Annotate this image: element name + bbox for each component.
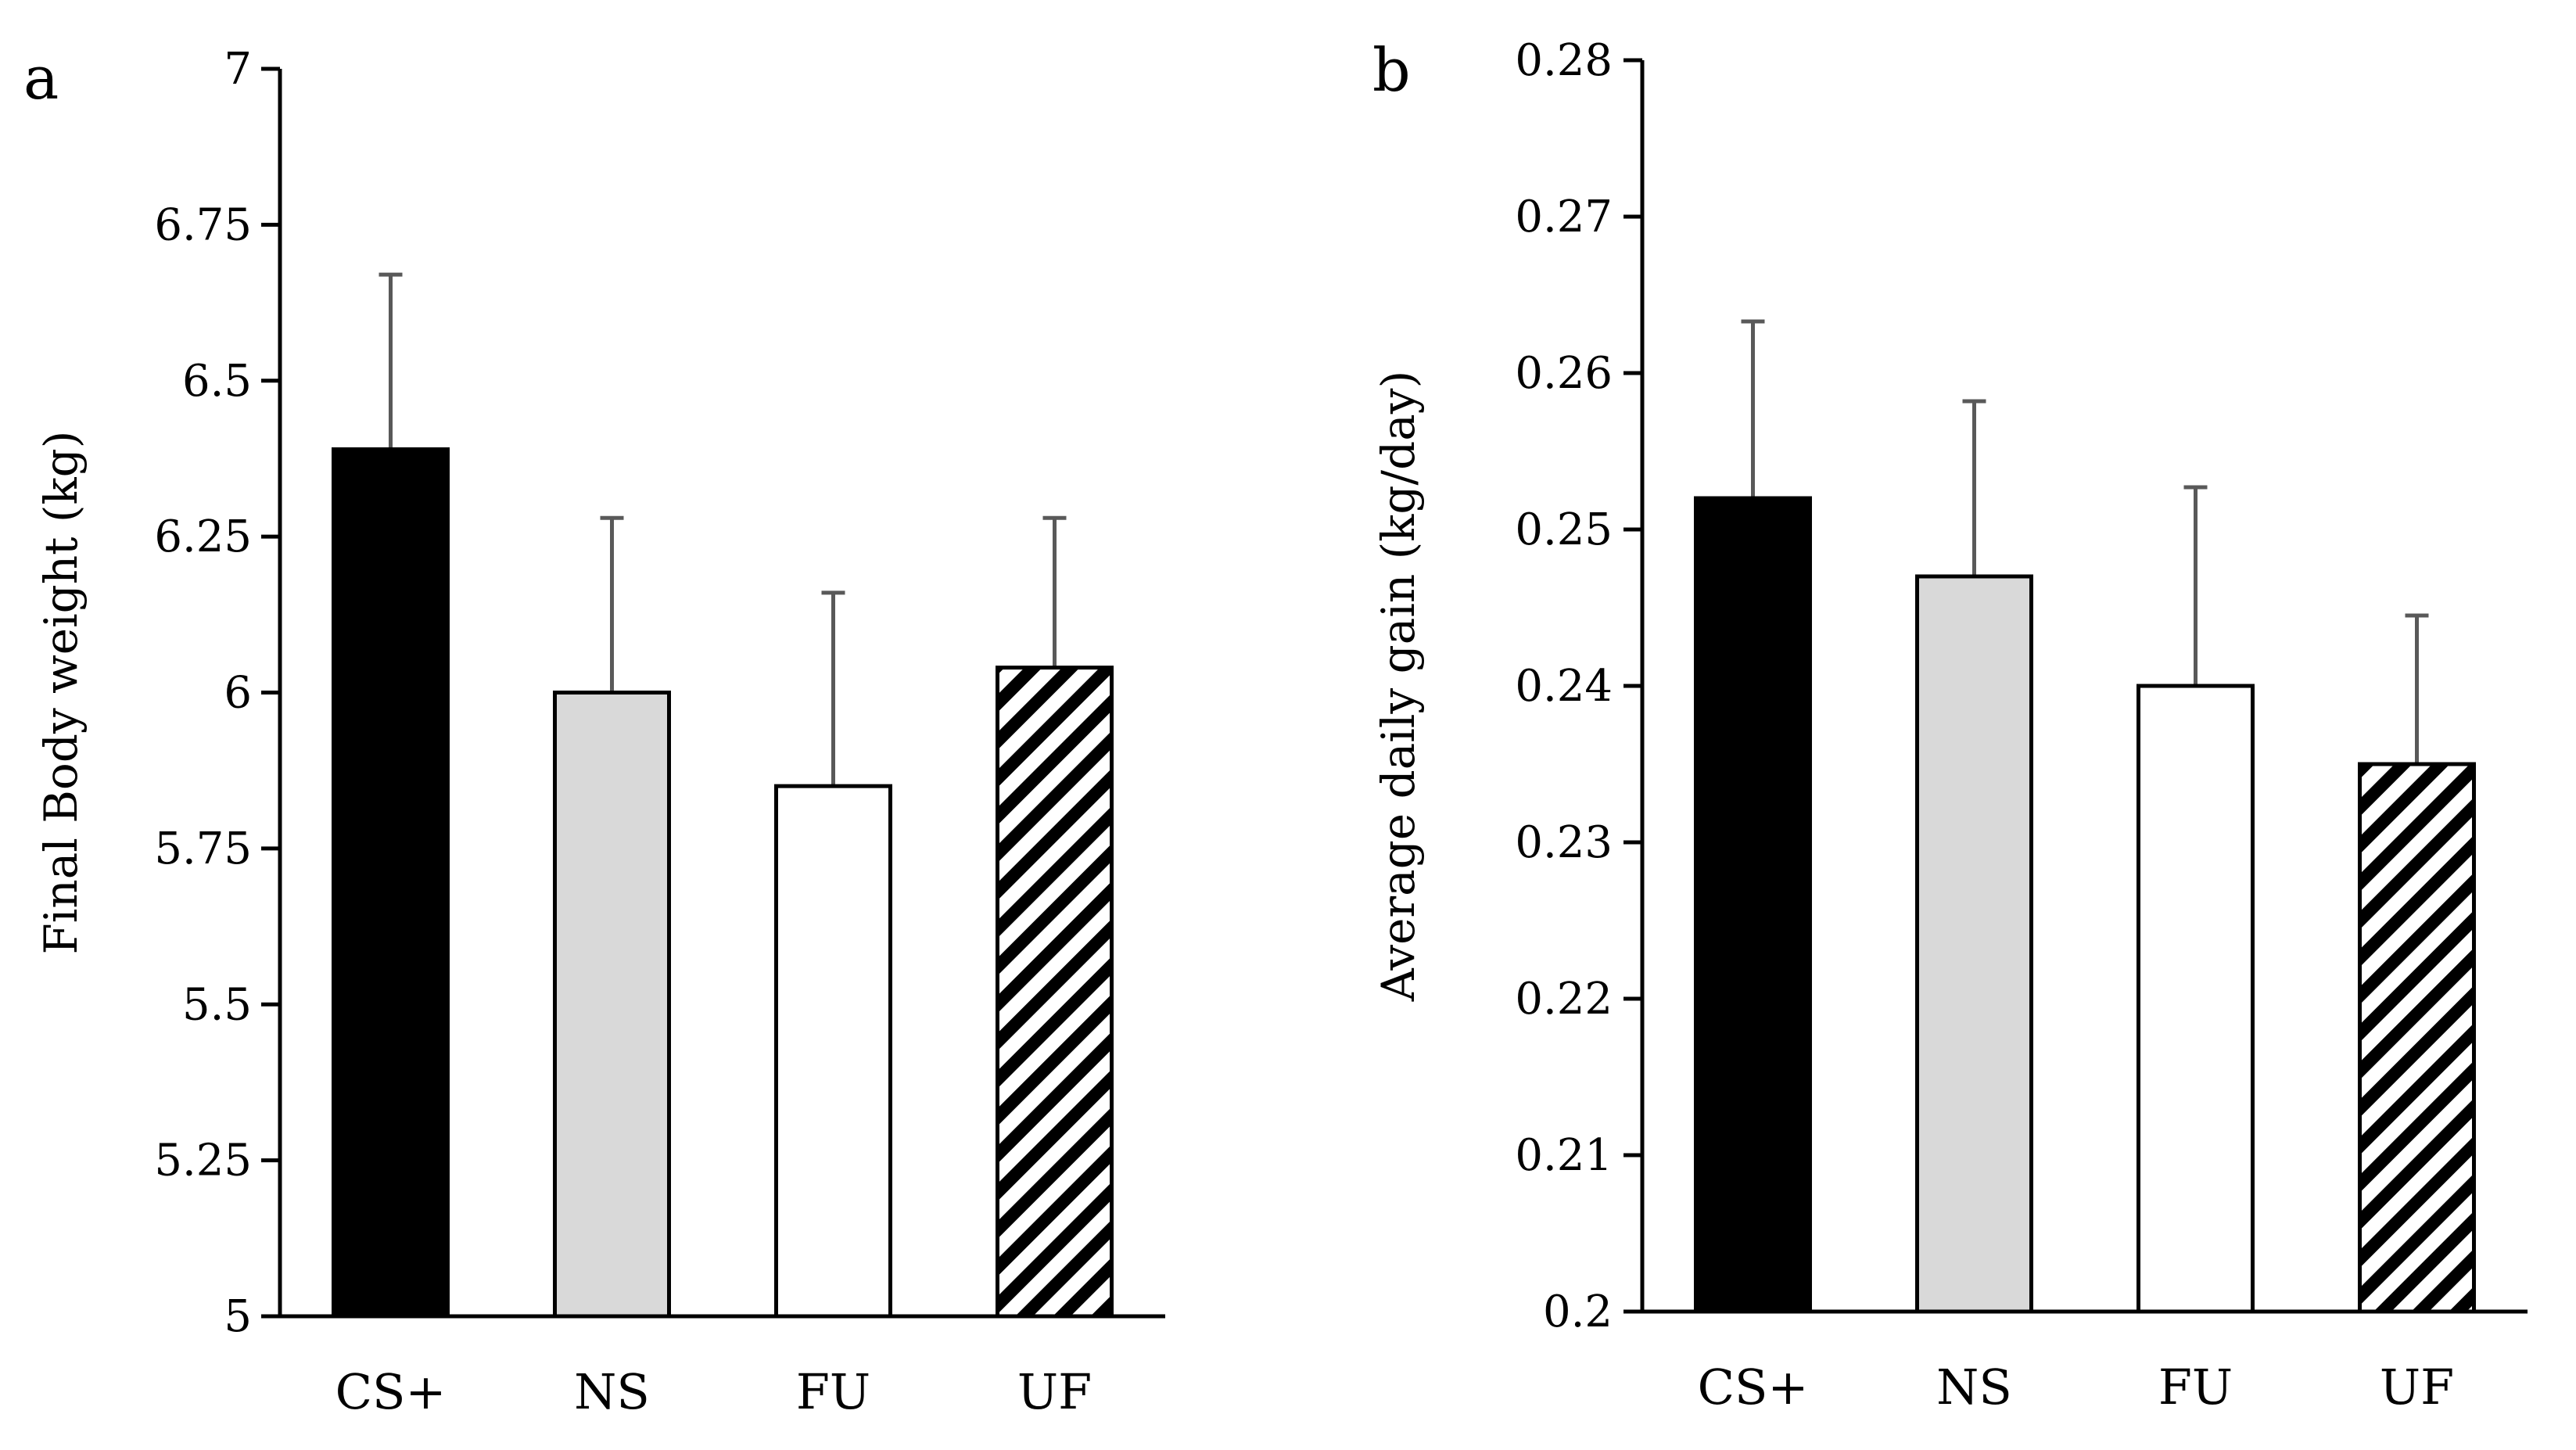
y-tick-label: 0.23 xyxy=(1515,817,1613,868)
x-tick-label: FU xyxy=(2158,1358,2233,1416)
y-tick-label: 6.75 xyxy=(154,199,252,250)
x-tick-label: UF xyxy=(2380,1358,2454,1416)
bar-fu xyxy=(774,784,892,1319)
bar-cs+ xyxy=(1694,496,1812,1314)
y-axis-title: Final Body weight (kg) xyxy=(34,431,88,955)
x-tick-label: FU xyxy=(796,1363,870,1420)
panel-b-chart: b Average daily gain (kg/day) CS+ NS FU UF 0.2… xyxy=(1372,35,2528,1416)
bar-ns xyxy=(553,691,671,1319)
y-tick-label: 0.27 xyxy=(1515,192,1613,242)
y-tick-label: 6 xyxy=(224,668,252,719)
x-tick-label: NS xyxy=(574,1363,650,1420)
y-tick-label: 0.25 xyxy=(1515,504,1613,555)
bar-cs+ xyxy=(332,447,450,1319)
y-axis-title: Average daily gain (kg/day) xyxy=(1372,371,1425,1002)
y-tick-label: 0.22 xyxy=(1515,974,1613,1025)
y-tick-label: 7 xyxy=(224,44,252,95)
x-tick-label: NS xyxy=(1936,1358,2012,1416)
y-tick-label: 5.25 xyxy=(154,1136,252,1186)
y-tick-label: 6.5 xyxy=(182,356,252,407)
bar-fu xyxy=(2137,684,2255,1314)
panel-a-chart: a Final Body weight (kg) CS+ NS FU UF 5 5.25 5.5… xyxy=(23,43,1165,1420)
panel-letter: b xyxy=(1372,35,1411,105)
y-tick-label: 0.2 xyxy=(1543,1287,1613,1337)
bar-ns xyxy=(1915,574,2033,1314)
bar-uf xyxy=(996,666,1114,1319)
y-tick-label: 0.21 xyxy=(1515,1130,1613,1181)
y-tick-label: 5.75 xyxy=(154,824,252,874)
panel-letter: a xyxy=(23,43,59,113)
y-tick-label: 5.5 xyxy=(182,979,252,1030)
y-tick-label: 0.26 xyxy=(1515,348,1613,399)
x-tick-label: CS+ xyxy=(1698,1358,1809,1416)
y-tick-label: 0.28 xyxy=(1515,35,1613,86)
x-tick-label: CS+ xyxy=(335,1363,447,1420)
y-tick-label: 0.24 xyxy=(1515,661,1613,712)
bar-uf xyxy=(2358,762,2476,1314)
y-tick-label: 6.25 xyxy=(154,511,252,562)
x-tick-label: UF xyxy=(1017,1363,1092,1420)
y-tick-label: 5 xyxy=(224,1291,252,1342)
